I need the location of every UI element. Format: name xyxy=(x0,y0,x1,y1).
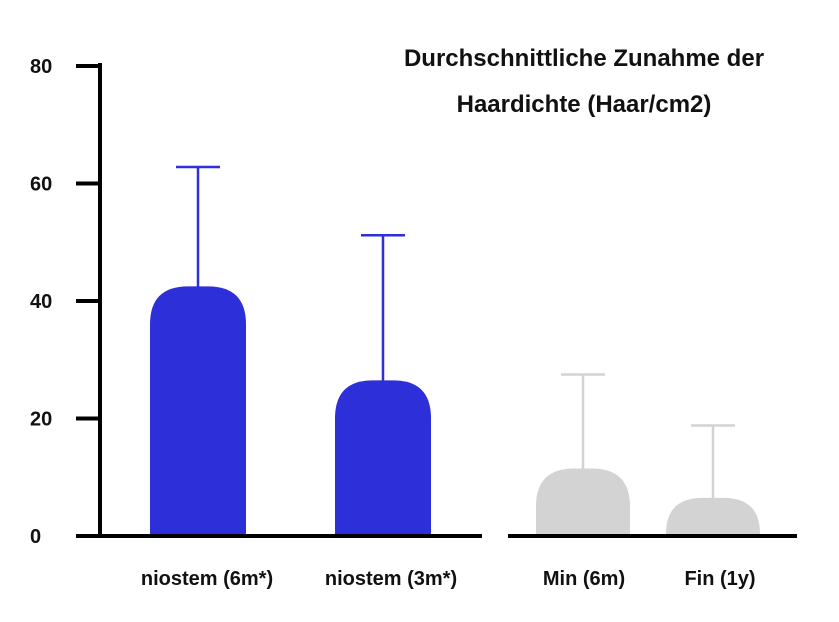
y-tick-label: 40 xyxy=(30,291,52,313)
y-tick-label: 60 xyxy=(30,174,52,196)
bar xyxy=(150,286,246,534)
x-category-label: niostem (3m*) xyxy=(325,568,457,590)
bar xyxy=(666,497,760,534)
x-category-label: Fin (1y) xyxy=(684,568,755,590)
chart-title-line-2: Haardichte (Haar/cm2) xyxy=(457,91,712,118)
y-tick-label: 0 xyxy=(30,526,41,548)
chart-title-line-1: Durchschnittliche Zunahme der xyxy=(404,45,764,72)
y-tick-label: 80 xyxy=(30,56,52,78)
error-bars xyxy=(176,165,735,502)
x-axis-labels: niostem (6m*) niostem (3m*) Min (6m) Fin (1… xyxy=(141,568,756,590)
bar xyxy=(536,468,630,534)
bars xyxy=(150,286,760,534)
chart-title: Durchschnittliche Zunahme der Haardichte… xyxy=(404,45,764,118)
x-category-label: niostem (6m*) xyxy=(141,568,273,590)
x-category-label: Min (6m) xyxy=(543,568,625,590)
bar xyxy=(335,380,431,534)
y-tick-label: 20 xyxy=(30,409,52,431)
y-axis-ticks: 0 20 40 60 80 xyxy=(30,56,100,548)
